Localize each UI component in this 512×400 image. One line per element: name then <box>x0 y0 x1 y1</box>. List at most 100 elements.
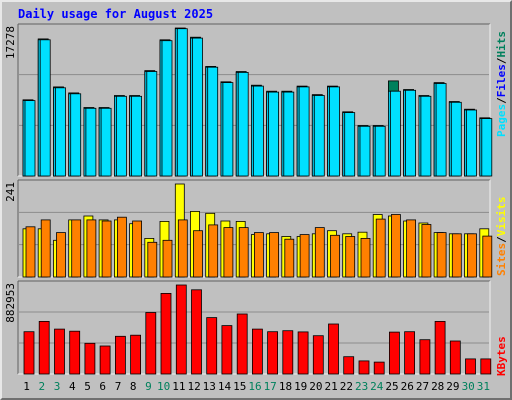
bar-pages-day-19 <box>298 86 310 177</box>
bar-pages-day-13 <box>207 66 219 177</box>
bar-kbytes-day-5 <box>84 342 96 375</box>
bar-kbytes-day-10 <box>160 292 172 375</box>
bar-pages-day-5 <box>85 107 97 177</box>
bar-pages-day-7 <box>116 95 127 177</box>
panel-kbytes: 882953 KBytes <box>4 280 508 376</box>
bar-pages-day-12 <box>192 37 203 177</box>
x-tick-label: 29 <box>446 380 459 393</box>
bar-pages-day-6 <box>100 107 112 177</box>
x-tick-label: 23 <box>355 380 368 393</box>
bar-kbytes-day-26 <box>404 331 416 375</box>
bar-kbytes-day-16 <box>251 328 263 375</box>
bar-pages-day-21 <box>329 86 340 177</box>
x-tick-label: 8 <box>130 380 137 393</box>
legend-entry: Files <box>495 64 508 97</box>
bar-kbytes-day-29 <box>449 340 461 375</box>
bar-kbytes-day-4 <box>69 330 81 375</box>
bar-kbytes-day-20 <box>312 335 324 375</box>
bar-pages-day-4 <box>70 93 82 177</box>
bar-sites-day-14 <box>223 227 234 278</box>
legend-entry: / <box>495 57 508 64</box>
bar-sites-day-5 <box>86 219 97 278</box>
bar-pages-day-26 <box>405 89 417 177</box>
bar-kbytes-day-12 <box>191 289 202 375</box>
bar-pages-day-15 <box>237 72 249 177</box>
x-tick-label: 14 <box>218 380 232 393</box>
bar-sites-day-17 <box>269 232 280 278</box>
bar-kbytes-day-1 <box>23 331 35 375</box>
legend-entry: / <box>495 97 508 104</box>
panel-kbytes-max-label: 882953 <box>4 283 17 323</box>
bar-sites-day-29 <box>451 233 462 278</box>
x-tick-label: 31 <box>477 380 490 393</box>
bar-pages-day-10 <box>161 40 173 177</box>
x-tick-label: 19 <box>294 380 307 393</box>
bar-pages-day-24 <box>374 125 386 177</box>
chart-title: Daily usage for August 2025 <box>18 7 213 21</box>
bar-kbytes-day-9 <box>145 312 157 375</box>
bar-sites-day-15 <box>238 227 249 278</box>
bar-pages-day-31 <box>481 118 493 177</box>
bar-sites-day-30 <box>467 233 477 278</box>
bar-kbytes-day-7 <box>115 335 126 375</box>
bar-sites-day-20 <box>314 227 325 278</box>
bar-sites-day-25 <box>390 214 401 278</box>
bar-kbytes-day-31 <box>480 358 492 375</box>
x-tick-label: 22 <box>340 380 353 393</box>
bar-kbytes-day-17 <box>267 331 279 375</box>
bar-kbytes-day-23 <box>358 360 370 375</box>
x-tick-label: 17 <box>264 380 277 393</box>
x-tick-label: 4 <box>69 380 76 393</box>
bar-pages-day-23 <box>359 125 371 177</box>
bar-kbytes-day-14 <box>221 325 233 375</box>
bar-pages-day-1 <box>24 100 36 177</box>
bar-kbytes-day-24 <box>373 361 385 375</box>
bar-sites-day-24 <box>375 218 386 278</box>
x-tick-label: 26 <box>401 380 414 393</box>
x-tick-label: 1 <box>23 380 30 393</box>
bar-kbytes-day-28 <box>434 320 446 375</box>
x-tick-label: 16 <box>248 380 261 393</box>
x-tick-label: 6 <box>99 380 106 393</box>
bar-sites-day-4 <box>71 219 82 278</box>
bar-sites-day-23 <box>360 237 371 278</box>
bar-sites-day-6 <box>101 220 112 278</box>
bar-kbytes-day-21 <box>328 323 339 375</box>
bar-sites-day-27 <box>421 224 432 278</box>
legend-entry: Sites <box>495 243 508 276</box>
bar-kbytes-day-8 <box>130 334 142 375</box>
bar-pages-day-11 <box>176 28 188 177</box>
bar-pages-day-25 <box>389 90 401 177</box>
x-tick-label: 18 <box>279 380 292 393</box>
bar-pages-day-27 <box>420 95 432 177</box>
bar-pages-day-20 <box>313 95 325 177</box>
bar-sites-day-16 <box>253 232 264 278</box>
bar-pages-day-17 <box>268 91 280 177</box>
bar-sites-day-9 <box>147 241 158 278</box>
bar-sites-day-8 <box>132 220 143 278</box>
bar-sites-day-10 <box>162 239 173 278</box>
bar-sites-day-1 <box>25 226 36 278</box>
bar-pages-day-16 <box>252 85 264 177</box>
bar-kbytes-day-6 <box>99 345 111 375</box>
bar-kbytes-day-27 <box>419 339 431 375</box>
bar-pages-day-18 <box>283 91 295 177</box>
panel-visits-legend: Sites/Visits <box>495 197 508 277</box>
x-tick-label: 28 <box>431 380 444 393</box>
legend-entry: Hits <box>495 31 508 58</box>
bar-pages-day-29 <box>450 101 462 177</box>
x-tick-label: 12 <box>187 380 200 393</box>
legend-entry: KBytes <box>495 336 508 376</box>
bar-kbytes-day-30 <box>465 358 476 375</box>
bar-kbytes-day-25 <box>388 331 400 375</box>
bar-kbytes-day-18 <box>282 330 294 375</box>
bar-sites-day-21 <box>330 234 340 278</box>
bar-sites-day-22 <box>345 236 356 278</box>
bar-pages-day-2 <box>39 39 51 177</box>
bar-pages-day-8 <box>131 95 143 177</box>
legend-entry: Visits <box>495 197 508 237</box>
bar-sites-day-11 <box>177 219 188 278</box>
x-tick-label: 2 <box>38 380 45 393</box>
bar-sites-day-26 <box>406 219 417 278</box>
